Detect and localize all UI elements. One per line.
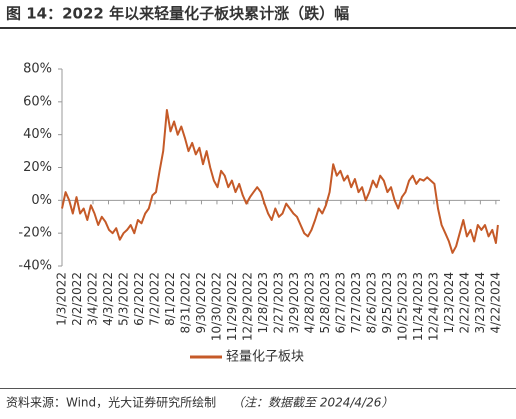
x-tick-label: 7/2/2022 [147,272,161,326]
x-tick-label: 4/22/2024 [488,272,502,334]
x-tick-label: 5/3/2022 [116,272,130,326]
chart-title: 图 14：2022 年以来轻量化子板块累计涨（跌）幅 [6,5,349,23]
x-tick-label: 1/3/2022 [55,272,69,326]
note: （注：数据截至 2024/4/26） [232,396,393,410]
series-line [61,109,499,254]
y-tick-label: -40% [18,259,52,274]
x-tick-label: 6/27/2023 [333,272,347,334]
x-tick-label: 11/29/2022 [225,272,239,341]
y-tick-label: -20% [18,226,52,241]
x-tick-label: 2/2/2022 [70,272,84,326]
x-tick-label: 10/30/2022 [209,272,223,341]
x-tick-label: 8/31/2022 [178,272,192,334]
x-tick-label: 6/2/2022 [132,272,146,326]
x-tick-label: 4/3/2022 [101,272,115,326]
x-tick-label: 4/28/2023 [302,272,316,334]
x-tick-label: 12/29/2022 [240,272,254,341]
y-tick-label: 80% [23,62,52,77]
x-tick-label: 10/25/2023 [395,272,409,341]
y-tick-label: 0% [31,193,52,208]
x-tick-label: 3/23/2024 [473,272,487,334]
x-tick-label: 1/23/2024 [442,272,456,334]
x-tick-label: 11/24/2023 [411,272,425,341]
y-tick-label: 40% [23,127,52,142]
source: 资料来源：Wind，光大证券研究所绘制 [6,395,216,410]
x-tick-label: 2/22/2024 [457,272,471,334]
y-tick-label: 20% [23,160,52,175]
x-tick-label: 3/4/2022 [85,272,99,326]
source-rule [0,388,516,389]
x-tick-label: 12/24/2023 [426,272,440,341]
x-tick-label: 2/27/2023 [271,272,285,334]
x-tick-label: 8/26/2023 [364,272,378,334]
x-tick-label: 3/29/2023 [287,272,301,334]
title-rule [0,27,516,29]
x-tick-label: 1/28/2023 [256,272,270,334]
x-tick-label: 9/30/2022 [194,272,208,334]
y-tick-label: 60% [23,94,52,109]
x-tick-label: 7/27/2023 [349,272,363,334]
x-tick-label: 9/25/2023 [380,272,394,334]
x-tick-label: 8/1/2022 [163,272,177,326]
legend-label: 轻量化子板块 [226,350,304,365]
x-tick-label: 5/28/2023 [318,272,332,334]
